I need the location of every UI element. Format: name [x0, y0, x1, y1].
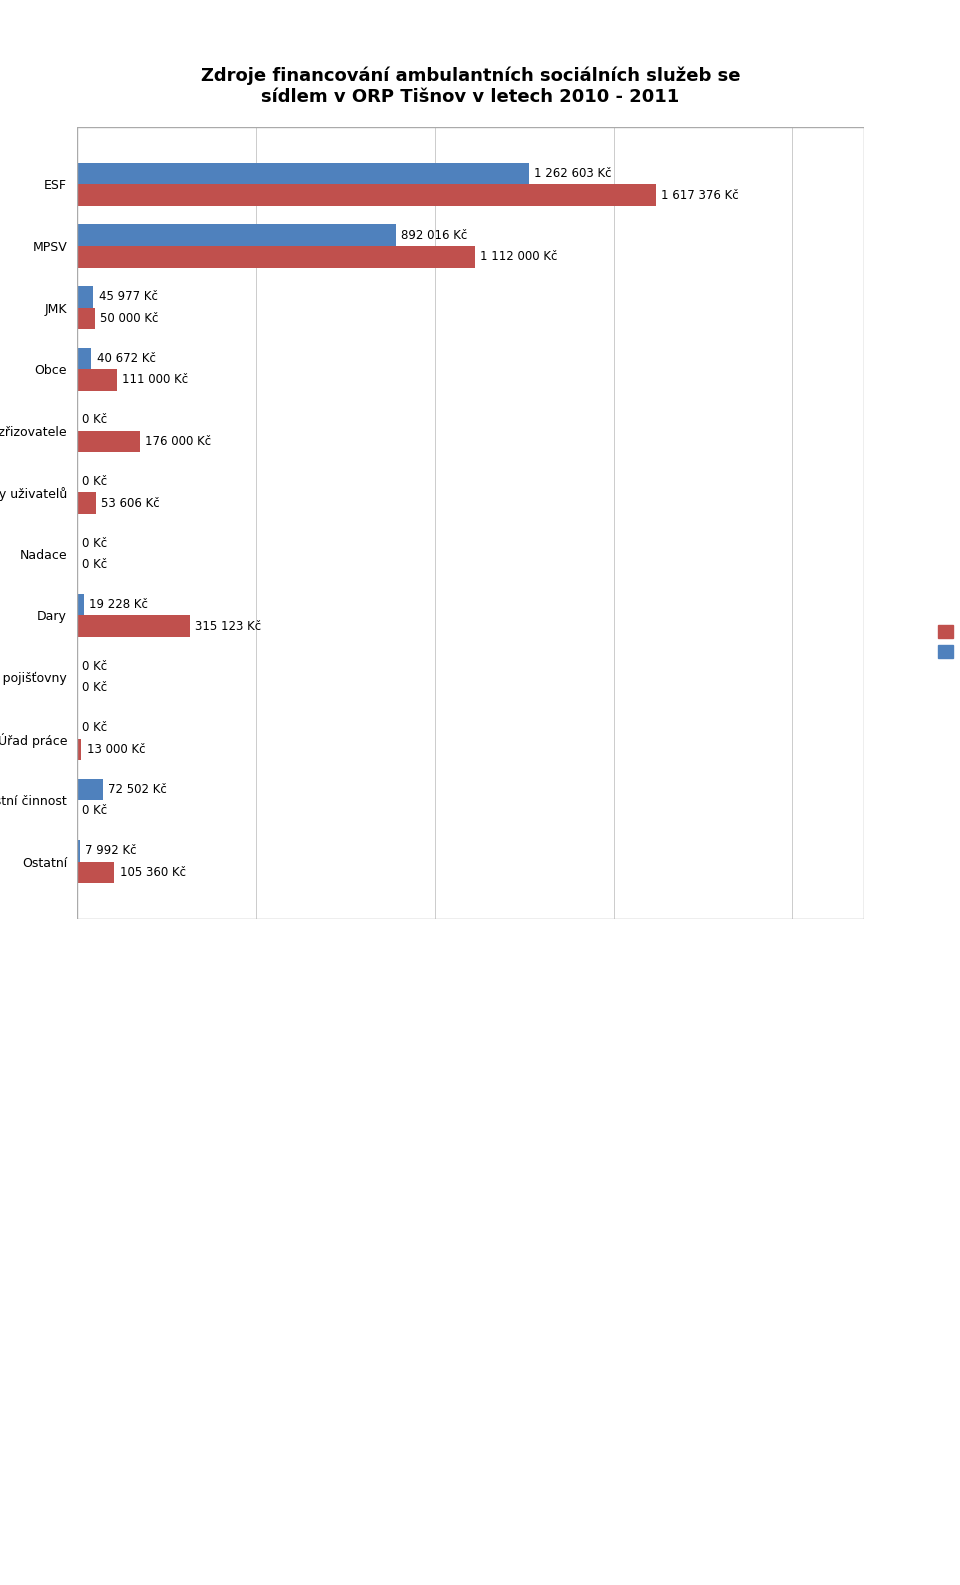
Text: 105 360 Kč: 105 360 Kč — [120, 865, 186, 880]
Legend: 2011, 2010: 2011, 2010 — [933, 620, 960, 664]
Bar — [77, 739, 82, 761]
Text: 0 Kč: 0 Kč — [83, 805, 108, 818]
Text: 892 016 Kč: 892 016 Kč — [401, 228, 468, 241]
Text: 0 Kč: 0 Kč — [83, 721, 108, 734]
Bar — [77, 862, 114, 883]
Text: 1 112 000 Kč: 1 112 000 Kč — [480, 250, 558, 263]
Text: 40 672 Kč: 40 672 Kč — [97, 352, 156, 365]
Text: 0 Kč: 0 Kč — [83, 558, 108, 571]
Bar — [77, 778, 103, 800]
Text: 315 123 Kč: 315 123 Kč — [195, 620, 261, 632]
Bar — [77, 431, 140, 452]
Text: 53 606 Kč: 53 606 Kč — [102, 496, 160, 509]
Bar — [77, 184, 656, 206]
Bar — [77, 127, 864, 919]
Text: 0 Kč: 0 Kč — [83, 537, 108, 550]
Text: 1 617 376 Kč: 1 617 376 Kč — [660, 189, 738, 201]
Bar — [77, 594, 84, 615]
Bar — [77, 307, 95, 330]
Title: Zdroje financování ambulantních sociálních služeb se
sídlem v ORP Tišnov v letec: Zdroje financování ambulantních sociální… — [201, 67, 740, 106]
Text: 176 000 Kč: 176 000 Kč — [145, 434, 211, 449]
Text: 111 000 Kč: 111 000 Kč — [122, 374, 188, 387]
Text: 7 992 Kč: 7 992 Kč — [85, 845, 136, 857]
Text: 0 Kč: 0 Kč — [83, 682, 108, 694]
Bar — [77, 163, 529, 184]
Text: 19 228 Kč: 19 228 Kč — [89, 598, 148, 612]
Bar — [77, 493, 96, 514]
Text: 0 Kč: 0 Kč — [83, 476, 108, 488]
Text: 72 502 Kč: 72 502 Kč — [108, 783, 167, 796]
Bar — [77, 225, 396, 246]
Text: 50 000 Kč: 50 000 Kč — [100, 312, 158, 325]
Bar — [77, 369, 116, 390]
Text: 13 000 Kč: 13 000 Kč — [86, 743, 145, 756]
Bar — [77, 285, 93, 307]
Bar — [77, 347, 91, 369]
Text: 45 977 Kč: 45 977 Kč — [99, 290, 157, 303]
Text: 0 Kč: 0 Kč — [83, 414, 108, 426]
Text: 1 262 603 Kč: 1 262 603 Kč — [534, 166, 612, 181]
Text: 0 Kč: 0 Kč — [83, 659, 108, 672]
Bar — [77, 246, 474, 268]
Bar — [77, 615, 189, 637]
Bar — [77, 840, 80, 862]
